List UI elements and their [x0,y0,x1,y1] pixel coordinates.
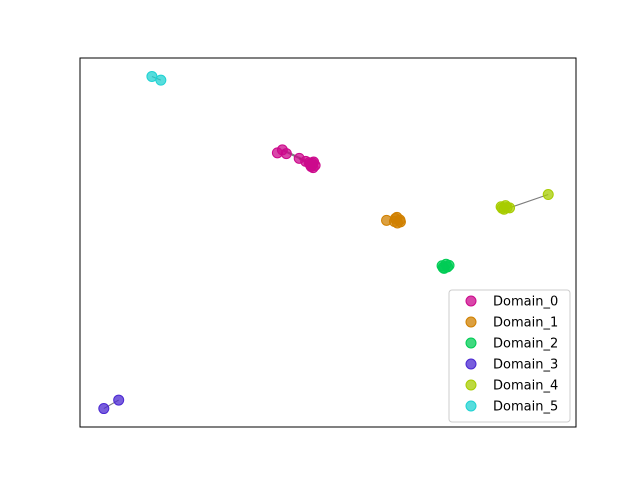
legend-label-domain-2: Domain_2 [493,337,558,352]
point-domain-1-6 [388,215,400,227]
point-domain-3-0 [98,403,110,415]
legend-marker-domain-3 [465,358,477,370]
legend-marker-domain-0 [465,295,477,307]
legend-marker-domain-1 [465,316,477,328]
legend-marker-domain-2 [465,337,477,349]
legend: Domain_0 Domain_1 Domain_2 Domain_3 Domain_4… [448,289,571,423]
point-domain-5-1 [155,74,167,86]
points-layer [98,70,554,415]
legend-box [448,289,571,423]
legend-marker-domain-4 [465,379,477,391]
point-domain-4-5 [495,201,507,213]
legend-label-domain-3: Domain_3 [493,358,558,373]
edge-domain-4-0 [509,194,549,209]
point-domain-4-6 [542,189,554,201]
legend-label-domain-5: Domain_5 [493,400,558,415]
legend-label-domain-1: Domain_1 [493,316,558,331]
point-domain-0-2 [280,148,292,160]
point-domain-0-13 [305,159,317,171]
plot-frame [79,57,577,428]
legend-label-domain-0: Domain_0 [493,295,558,310]
point-domain-2-5 [437,262,449,274]
legend-label-domain-4: Domain_4 [493,379,558,394]
point-domain-3-1 [113,394,125,406]
legend-marker-domain-5 [465,400,477,412]
